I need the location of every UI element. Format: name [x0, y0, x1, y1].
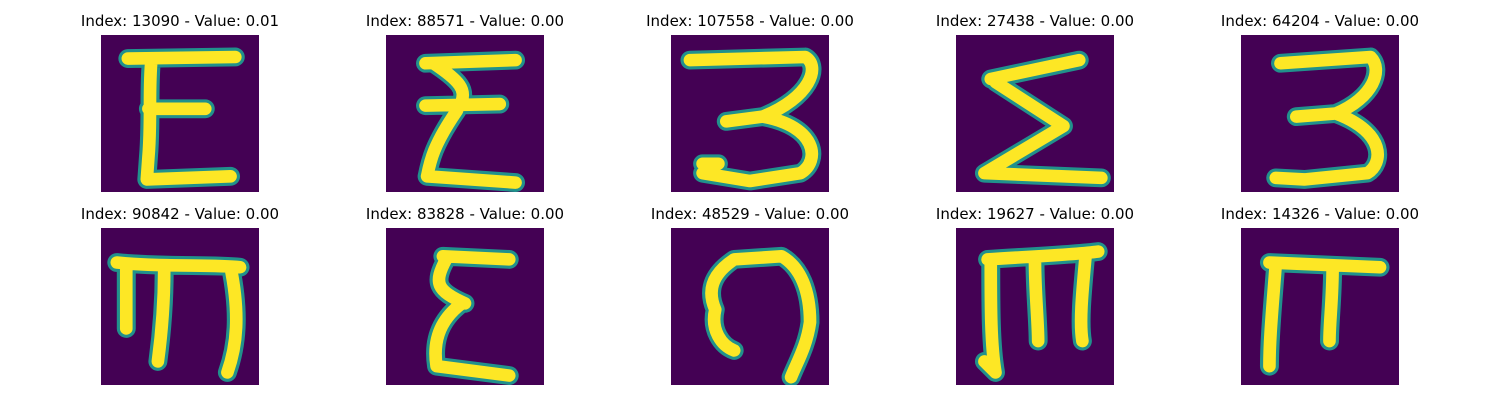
image-title: Index: 88571 - Value: 0.00 [365, 12, 565, 30]
glyph-stroke [121, 50, 242, 186]
glyph-stroke [683, 50, 819, 188]
image-title: Index: 14326 - Value: 0.00 [1220, 205, 1420, 223]
image-cell: Index: 64204 - Value: 0.00 [1190, 12, 1450, 192]
character-image [386, 35, 544, 192]
character-image [1241, 35, 1399, 192]
character-image [386, 228, 544, 385]
image-cell: Index: 27438 - Value: 0.00 [905, 12, 1165, 192]
character-image [671, 35, 829, 192]
image-cell: Index: 19627 - Value: 0.00 [905, 205, 1165, 385]
glyph-stroke [419, 53, 522, 189]
image-title: Index: 27438 - Value: 0.00 [935, 12, 1135, 30]
image-cell: Index: 83828 - Value: 0.00 [335, 205, 595, 385]
image-title: Index: 90842 - Value: 0.00 [80, 205, 280, 223]
image-cell: Index: 107558 - Value: 0.00 [620, 12, 880, 192]
glyph-stroke [429, 249, 516, 382]
character-image [101, 35, 259, 192]
character-image [101, 228, 259, 385]
image-cell: Index: 13090 - Value: 0.01 [50, 12, 310, 192]
character-image [1241, 228, 1399, 385]
glyph-stroke [705, 249, 817, 384]
glyph-stroke [1269, 50, 1384, 186]
image-cell: Index: 48529 - Value: 0.00 [620, 205, 880, 385]
glyph-stroke [110, 256, 247, 379]
character-image [671, 228, 829, 385]
glyph-stroke [978, 245, 1105, 379]
image-cell: Index: 90842 - Value: 0.00 [50, 205, 310, 385]
image-title: Index: 19627 - Value: 0.00 [935, 205, 1135, 223]
image-cell: Index: 88571 - Value: 0.00 [335, 12, 595, 192]
image-title: Index: 107558 - Value: 0.00 [646, 12, 854, 30]
image-title: Index: 48529 - Value: 0.00 [650, 205, 850, 223]
image-cell: Index: 14326 - Value: 0.00 [1190, 205, 1450, 385]
character-image [956, 35, 1114, 192]
image-title: Index: 64204 - Value: 0.00 [1220, 12, 1420, 30]
character-image [956, 228, 1114, 385]
glyph-stroke [1263, 256, 1387, 373]
image-title: Index: 13090 - Value: 0.01 [80, 12, 280, 30]
image-title: Index: 83828 - Value: 0.00 [365, 205, 565, 223]
glyph-stroke [978, 53, 1108, 185]
